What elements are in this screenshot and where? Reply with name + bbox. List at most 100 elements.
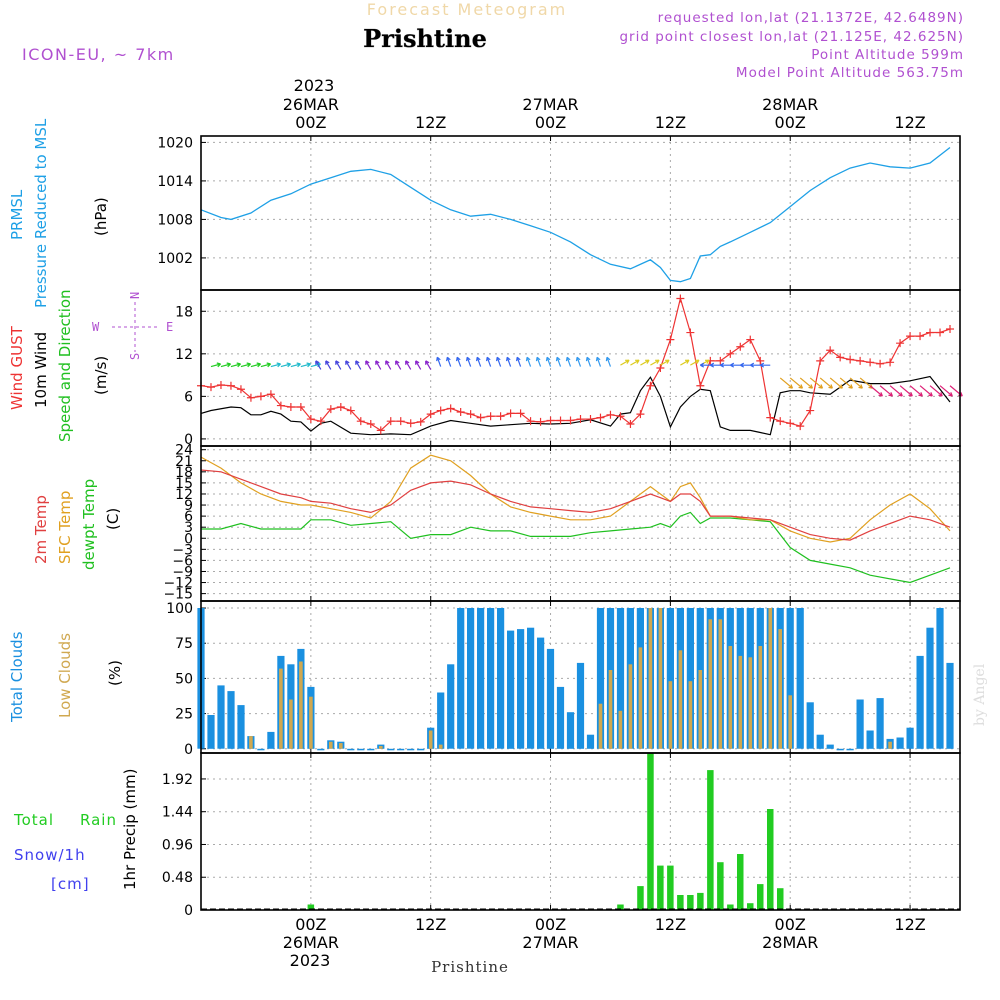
gust-point [436, 406, 445, 415]
wind-direction-arrow [565, 356, 572, 367]
precip-bar [677, 895, 684, 910]
wind-direction-arrow [486, 356, 492, 367]
gust-point [446, 404, 455, 413]
gust-point [796, 422, 805, 431]
total-cloud-bar [856, 699, 864, 749]
low-cloud-bar [698, 670, 703, 749]
wind-gust-label: Wind GUST [8, 325, 26, 410]
gust-point [636, 410, 645, 419]
wind-direction-arrow [260, 362, 272, 368]
total-cloud-bar [566, 712, 575, 749]
top-date-label: 26MAR [283, 95, 339, 114]
wind-direction-arrow [375, 360, 382, 370]
wind-direction-arrow [889, 385, 903, 397]
y-tick-label: 0 [184, 432, 193, 448]
low-cloud-bar [668, 681, 673, 749]
wind-direction-arrow [730, 362, 741, 368]
gust-point [596, 413, 605, 422]
wind-direction-arrow [630, 359, 640, 366]
wind-direction-arrow [919, 385, 933, 397]
credit-label: by Angel [972, 663, 988, 726]
gust-point [676, 294, 685, 303]
precip-unit-label: 1hr Precip (mm) [121, 769, 139, 890]
wind-direction-arrow [446, 356, 452, 367]
gust-point [696, 381, 705, 390]
gust-point [396, 417, 405, 426]
top-hour-label: 00Z [775, 113, 806, 132]
low-cloud-bar [788, 695, 792, 749]
wind-direction-arrow [325, 360, 332, 370]
y-tick-label: −6 [172, 553, 193, 569]
gust-point [476, 413, 485, 422]
gust-point [306, 415, 315, 424]
panel-frame [200, 752, 961, 911]
top-hour-label: 00Z [295, 113, 326, 132]
total-cloud-bar [257, 748, 265, 751]
y-tick-label: 0 [184, 742, 193, 758]
bottom-hour-label: 00Z [535, 915, 566, 934]
gust-point [896, 339, 905, 348]
bottom-date-label: 27MAR [522, 933, 578, 952]
gust-point [236, 385, 245, 394]
precip-bar [637, 886, 644, 910]
gust-point [916, 332, 925, 341]
low-cloud-bar [249, 736, 253, 749]
wind-direction-arrow [710, 362, 721, 368]
total-cloud-bar [387, 748, 395, 751]
gust-point [316, 417, 325, 426]
low-cloud-bar [279, 668, 283, 749]
wind-direction-arrow [700, 362, 711, 368]
sfc-temp-line [200, 454, 951, 543]
total-cloud-bar [357, 748, 365, 751]
model-label: ICON-EU, ~ 7km [22, 45, 175, 64]
total-cloud-bar [866, 730, 874, 749]
dewpt-line [201, 511, 951, 584]
low-cloud-bar [708, 619, 713, 749]
gust-point [806, 406, 815, 415]
point-altitude: Point Altitude 599m [811, 47, 964, 63]
wind-direction-arrow [869, 385, 883, 397]
wind-direction-arrow [250, 362, 262, 368]
bottom-hour-label: 12Z [894, 915, 925, 934]
wind-direction-arrow [496, 356, 502, 367]
wind-panel: 0 6 12 18 [175, 290, 963, 448]
wind-direction-arrow [809, 377, 824, 389]
gust-point [826, 346, 835, 355]
compass-north: N [128, 292, 142, 299]
wind-unit-label: (m/s) [92, 356, 110, 395]
gust-point [866, 358, 875, 367]
wind-direction-arrow [720, 362, 731, 368]
y-tick-label: 0 [184, 531, 193, 547]
total-clouds-label: Total Clouds [8, 631, 26, 723]
gust-point [576, 415, 585, 424]
gust-point [276, 401, 285, 410]
gust-point [606, 410, 615, 419]
total-cloud-bar [237, 705, 245, 749]
gust-line [200, 296, 951, 432]
y-tick-label: 1.44 [162, 805, 193, 821]
top-date-label: 27MAR [522, 95, 578, 114]
wind-direction-arrow [415, 360, 422, 370]
wind-direction-arrow [690, 359, 700, 366]
wind-direction-arrow [425, 360, 432, 370]
top-hour-label: 12Z [894, 113, 925, 132]
gust-point [366, 420, 375, 429]
gust-point [756, 356, 765, 365]
total-cloud-bar [836, 748, 844, 751]
wind-direction-arrow [315, 360, 322, 370]
low-cloud-bar [888, 741, 892, 749]
snow-label: Snow/1h [14, 846, 86, 864]
precip-bar [717, 862, 724, 910]
prmsl-label: PRMSL [8, 189, 26, 240]
low-cloud-bar [329, 741, 333, 749]
rain-label: Rain [80, 811, 117, 829]
y-tick-label: −9 [172, 564, 193, 580]
pressure-panel-labels: PRMSL Pressure Reduced to MSL (hPa) [8, 118, 110, 308]
wind-direction-arrow [230, 362, 242, 368]
gust-point [516, 409, 525, 418]
wind-direction-arrow [789, 377, 804, 389]
wind-direction-arrow [270, 362, 282, 368]
total-cloud-bar [546, 648, 555, 749]
precip-bar [687, 895, 694, 910]
